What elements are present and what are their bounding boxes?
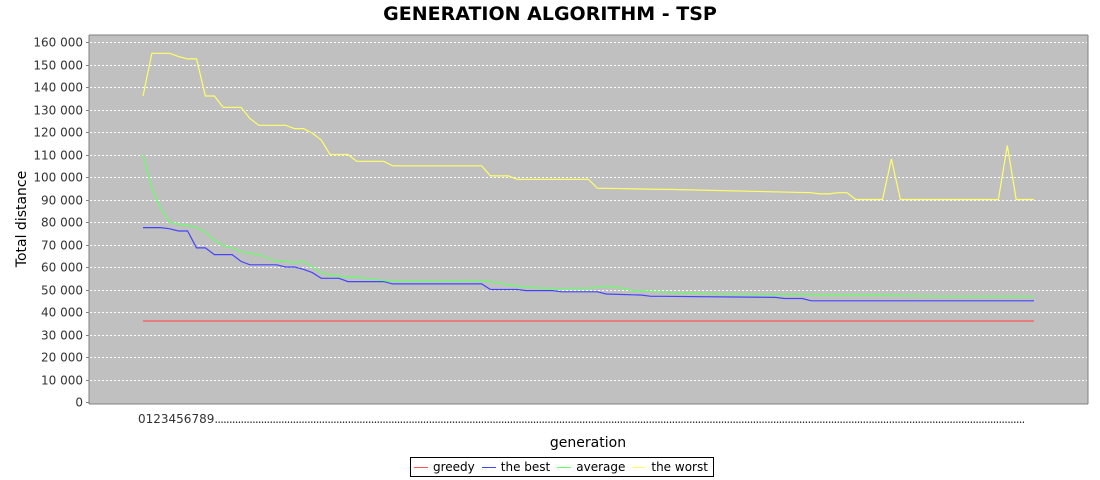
x-tick-labels: 0123456789..............................… <box>138 412 1025 426</box>
plot-area <box>89 35 1088 404</box>
y-axis-label: Total distance <box>14 171 30 268</box>
y-tick-label: 100 000 <box>33 171 83 185</box>
legend-item-the-best: the best <box>481 460 551 474</box>
legend-label: average <box>576 460 626 474</box>
y-tick-label: 30 000 <box>41 329 83 343</box>
series-layer <box>142 52 1034 322</box>
y-tick-label: 90 000 <box>41 194 83 208</box>
y-tick-label: 40 000 <box>41 306 83 320</box>
series-line-the-best <box>143 227 1034 302</box>
y-tick-label: 150 000 <box>33 59 83 73</box>
legend-item-the-worst: the worst <box>632 460 708 474</box>
y-tick-label: 80 000 <box>41 216 83 230</box>
y-tick-label: 160 000 <box>33 36 83 50</box>
legend-swatch <box>557 466 572 468</box>
y-tick-label: 20 000 <box>41 351 83 365</box>
legend-item-greedy: greedy <box>414 460 475 474</box>
x-tick-digits: 0123456789 <box>138 412 214 426</box>
series-line-the-worst <box>142 52 1034 201</box>
y-tick-label: 60 000 <box>41 261 83 275</box>
y-tick-label: 120 000 <box>33 126 83 140</box>
legend-swatch <box>414 466 428 468</box>
legend-item-average: average <box>557 460 625 474</box>
y-tick-label: 50 000 <box>41 284 83 298</box>
chart-title: GENERATION ALGORITHM - TSP <box>383 3 717 25</box>
y-tick-label: 130 000 <box>33 104 83 118</box>
legend-swatch <box>632 466 647 468</box>
y-tick-label: 0 <box>75 396 83 410</box>
x-axis-label: generation <box>550 435 626 451</box>
legend-label: greedy <box>433 460 475 474</box>
legend: greedy the best average the worst <box>410 457 714 477</box>
series-line-average <box>142 154 1034 297</box>
chart-svg: 0 10 000 20 000 30 000 40 000 50 000 60 000 70 … <box>14 34 1089 451</box>
y-tick-label: 70 000 <box>41 239 83 253</box>
legend-swatch <box>481 466 496 468</box>
y-tick-label: 110 000 <box>33 149 83 163</box>
legend-label: the best <box>500 460 551 474</box>
x-tick-ellipsis: ........................................… <box>214 412 1025 426</box>
y-tick-label: 10 000 <box>41 374 83 388</box>
y-tick-label: 140 000 <box>33 81 83 95</box>
legend-label: the worst <box>651 460 708 474</box>
y-tick-layer: 0 10 000 20 000 30 000 40 000 50 000 60 000 70 … <box>33 36 89 410</box>
